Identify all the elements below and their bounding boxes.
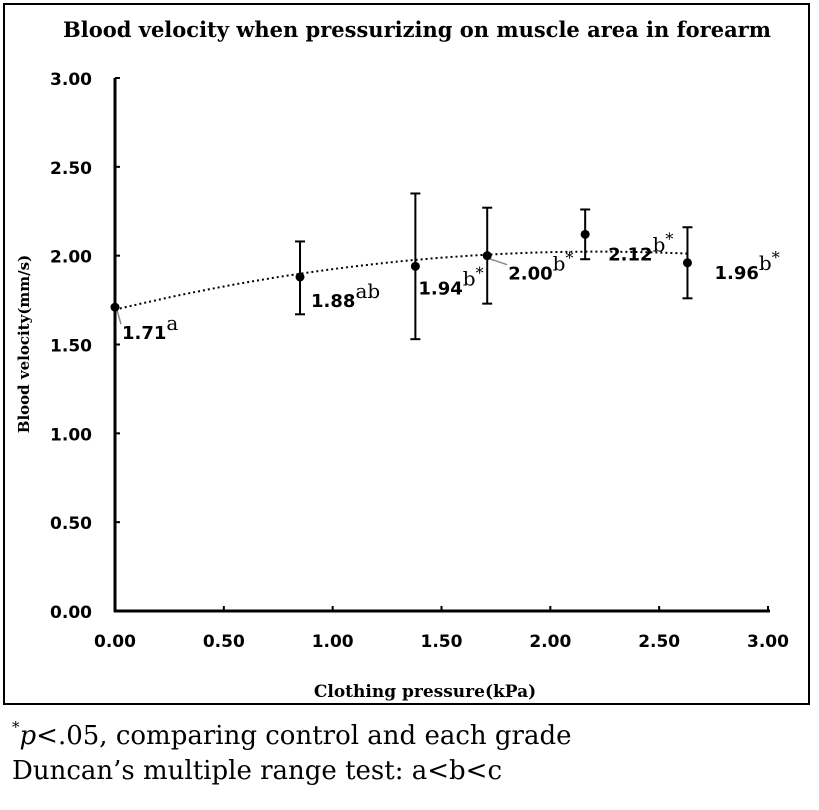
data-label-sig-5: * bbox=[772, 248, 780, 267]
data-label-value-1: 1.88 bbox=[311, 291, 355, 312]
chart: Blood velocity when pressurizing on musc… bbox=[15, 17, 789, 702]
data-label-0: 1.71a bbox=[122, 311, 178, 344]
data-label-4: 2.12b* bbox=[608, 229, 673, 265]
data-point-4 bbox=[580, 229, 590, 239]
data-point-2 bbox=[410, 261, 420, 271]
error-bars bbox=[114, 78, 693, 341]
data-point-5 bbox=[682, 258, 692, 268]
data-point-3 bbox=[482, 251, 492, 261]
label-leader-0 bbox=[116, 309, 122, 325]
data-points bbox=[110, 229, 692, 312]
y-tick-label-5: 2.50 bbox=[50, 159, 92, 179]
x-tick-label-5: 2.50 bbox=[638, 632, 680, 652]
data-label-1: 1.88ab bbox=[311, 279, 380, 312]
data-label-value-4: 2.12 bbox=[608, 244, 652, 265]
y-tick-label-0: 0.00 bbox=[50, 603, 92, 623]
data-point-0 bbox=[110, 302, 120, 312]
footnote-duncan: Duncan’s multiple range test: a<b<c bbox=[12, 756, 503, 786]
y-tick-label-2: 1.00 bbox=[50, 425, 92, 445]
y-tick-label-1: 0.50 bbox=[50, 514, 92, 534]
axis-ticks: 0.00 0.50 1.00 1.50 2.00 2.50 3.00 0.00 0.50 1.00… bbox=[50, 70, 789, 652]
x-axis-label: Clothing pressure(kPa) bbox=[314, 682, 536, 702]
x-tick-label-2: 1.00 bbox=[312, 632, 354, 652]
data-label-sig-3: * bbox=[565, 249, 573, 268]
y-axis-label: Blood velocity(mm/s) bbox=[15, 255, 33, 433]
data-label-value-0: 1.71 bbox=[122, 323, 166, 344]
x-tick-label-1: 0.50 bbox=[203, 632, 245, 652]
data-label-group-5: b bbox=[759, 251, 772, 275]
footnote-sig-mark: * bbox=[12, 718, 20, 736]
data-point-1 bbox=[295, 272, 305, 282]
trendline bbox=[114, 250, 688, 311]
data-label-5: 1.96b* bbox=[714, 248, 779, 284]
y-tick-label-6: 3.00 bbox=[50, 70, 92, 90]
label-leader-3 bbox=[488, 257, 508, 266]
data-label-group-4: b bbox=[653, 232, 666, 256]
x-tick-label-0: 0.00 bbox=[94, 632, 136, 652]
data-label-value-3: 2.00 bbox=[508, 264, 552, 285]
data-label-group-1: ab bbox=[355, 279, 380, 303]
data-label-group-0: a bbox=[166, 311, 178, 335]
x-tick-label-6: 3.00 bbox=[747, 632, 789, 652]
data-label-3: 2.00b* bbox=[508, 249, 573, 285]
x-tick-label-3: 1.50 bbox=[421, 632, 463, 652]
footnote-significance-text: <.05, comparing control and each grade bbox=[36, 721, 572, 751]
data-label-sig-2: * bbox=[476, 263, 484, 282]
y-tick-label-4: 2.00 bbox=[50, 248, 92, 268]
chart-title: Blood velocity when pressurizing on musc… bbox=[63, 17, 771, 42]
footnote-p-symbol: p bbox=[19, 721, 37, 751]
data-label-group-3: b bbox=[553, 252, 566, 276]
data-label-value-2: 1.94 bbox=[418, 278, 462, 299]
chart-frame bbox=[3, 3, 810, 705]
data-label-value-5: 1.96 bbox=[714, 263, 758, 284]
footnote-significance: *p<.05, comparing control and each grade bbox=[12, 718, 572, 751]
data-label-group-2: b bbox=[463, 266, 476, 290]
x-tick-label-4: 2.00 bbox=[529, 632, 571, 652]
data-label-2: 1.94b* bbox=[418, 263, 483, 299]
label-leader-lines bbox=[116, 257, 508, 325]
data-label-sig-4: * bbox=[665, 229, 673, 248]
y-tick-label-3: 1.50 bbox=[50, 337, 92, 357]
